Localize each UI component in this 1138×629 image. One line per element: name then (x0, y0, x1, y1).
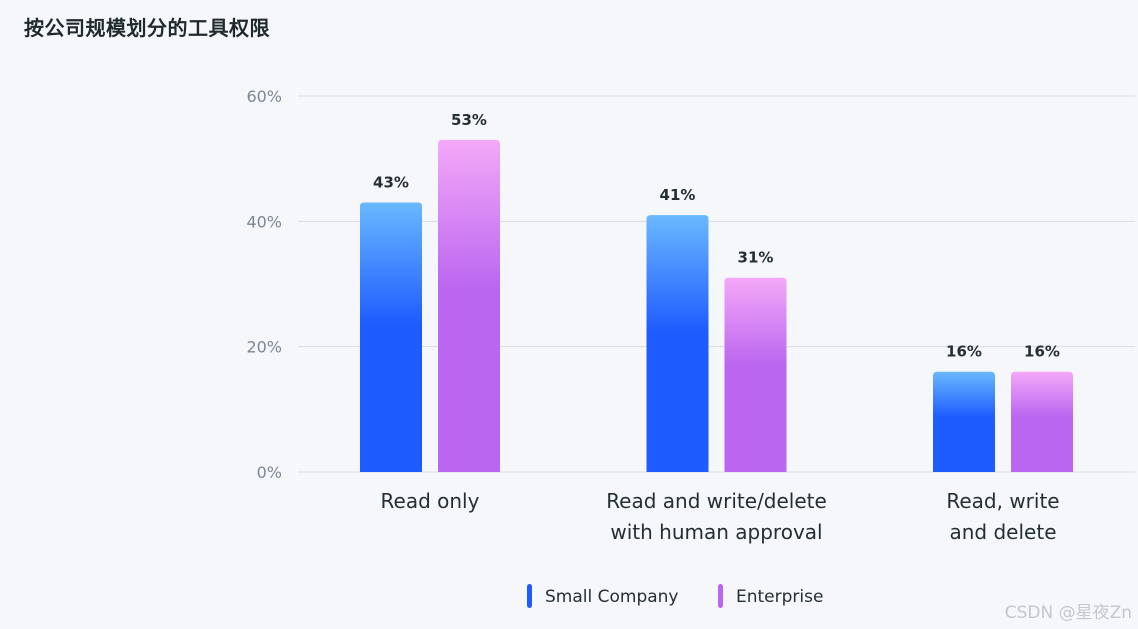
y-tick-label: 60% (246, 87, 282, 106)
legend-swatch (527, 584, 532, 608)
data-labels: 43% 53% 41% 31% 16% 16% (373, 111, 1060, 361)
y-tick-label: 20% (246, 338, 282, 357)
bar-enterprise (438, 139, 500, 472)
legend: Small Company Enterprise (527, 584, 823, 608)
data-label: 16% (946, 343, 982, 361)
x-category-label: and delete (950, 520, 1057, 544)
bar-small-company (646, 215, 709, 473)
data-label: 53% (451, 111, 487, 129)
data-label: 41% (660, 186, 696, 204)
legend-swatch (718, 584, 723, 608)
data-label: 16% (1024, 343, 1060, 361)
x-category-label: Read, write (946, 489, 1059, 513)
y-tick-label: 40% (246, 212, 282, 231)
bar-enterprise (724, 277, 787, 472)
gridlines: 0% 20% 40% 60% (246, 87, 1135, 482)
data-label: 31% (738, 249, 774, 267)
x-category-label: Read only (381, 489, 480, 513)
y-tick-label: 0% (257, 463, 282, 482)
data-label: 43% (373, 174, 409, 192)
bar-small-company (360, 202, 422, 473)
watermark: CSDN @星夜Zn (1004, 603, 1132, 623)
x-axis-labels: Read only Read and write/delete with human… (381, 489, 1060, 544)
legend-label: Enterprise (736, 587, 823, 607)
x-category-label: with human approval (610, 520, 822, 544)
legend-label: Small Company (545, 587, 679, 607)
x-category-label: Read and write/delete (606, 489, 827, 513)
bar-small-company (933, 371, 995, 472)
chart-title: 按公司规模划分的工具权限 (24, 16, 270, 40)
bar-enterprise (1011, 371, 1073, 472)
bars (360, 139, 1073, 473)
